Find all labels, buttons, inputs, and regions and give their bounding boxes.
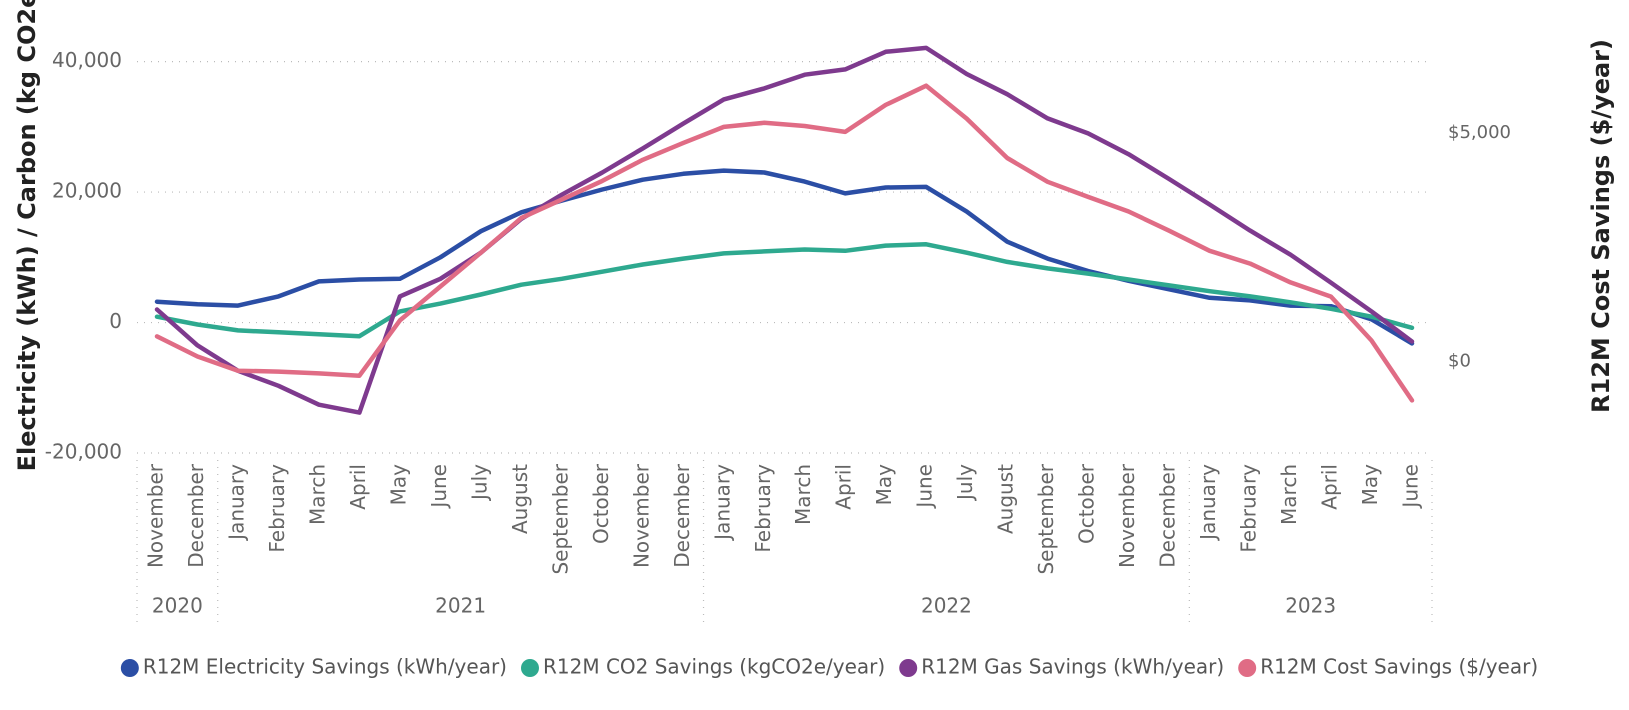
series-line (154, 168, 1415, 346)
x-tick-label: April (1318, 464, 1342, 510)
x-tick-label: June (1399, 464, 1423, 510)
x-tick-label: March (1277, 464, 1301, 525)
x-tick-label: January (710, 464, 734, 542)
y-tick-label: 40,000 (52, 48, 122, 72)
legend-label: R12M Cost Savings ($/year) (1260, 655, 1538, 679)
y2-tick-label: $0 (1448, 351, 1471, 372)
x-tick-label: November (629, 463, 653, 568)
x-tick-label: July (467, 464, 491, 502)
x-tick-label: March (791, 464, 815, 525)
x-tick-label: November (144, 463, 168, 568)
y2-axis-title: R12M Cost Savings ($/year) (1587, 39, 1615, 413)
legend-marker (1238, 659, 1257, 677)
x-tick-label: September (548, 463, 572, 574)
y-tick-label: 20,000 (52, 179, 122, 203)
x-tick-label: April (832, 464, 856, 510)
legend-label: R12M Gas Savings (kWh/year) (921, 655, 1224, 679)
legend-marker (120, 659, 139, 677)
x-tick-label: October (1075, 463, 1099, 544)
x-tick-label: January (224, 464, 248, 542)
legend-label: R12M CO2 Savings (kgCO2e/year) (543, 655, 885, 679)
x-tick-label: May (386, 464, 410, 506)
y-axis-title: Electricity (kWh) / Carbon (kg CO2e) (13, 0, 41, 471)
x-tick-label: May (1358, 464, 1382, 506)
y2-tick-label: $5,000 (1448, 122, 1511, 143)
legend-label: R12M Electricity Savings (kWh/year) (143, 655, 507, 679)
x-tick-label: December (184, 463, 208, 567)
x-tick-label: February (1237, 464, 1261, 553)
x-tick-label: August (508, 464, 532, 534)
group-label: 2021 (435, 594, 486, 618)
x-tick-label: February (751, 464, 775, 553)
x-tick-label: December (670, 463, 694, 567)
series-line (154, 83, 1415, 403)
x-tick-label: September (1034, 463, 1058, 574)
series-line (154, 242, 1415, 339)
x-tick-label: March (305, 464, 329, 525)
y-tick-label: -20,000 (45, 440, 122, 464)
x-tick-label: December (1156, 463, 1180, 567)
group-label: 2023 (1285, 594, 1336, 618)
x-tick-label: August (994, 464, 1018, 534)
legend-marker (520, 659, 539, 677)
x-tick-label: February (265, 464, 289, 553)
x-tick-label: November (1115, 463, 1139, 568)
x-tick-label: June (427, 464, 451, 510)
y-tick-label: 0 (109, 309, 122, 333)
series-line (154, 45, 1415, 415)
legend-marker (899, 659, 918, 677)
group-label: 2022 (921, 594, 972, 618)
x-tick-label: April (346, 464, 370, 510)
x-tick-label: October (589, 463, 613, 544)
x-tick-label: January (1196, 464, 1220, 542)
x-tick-label: July (953, 464, 977, 502)
x-tick-label: June (913, 464, 937, 510)
x-tick-label: May (872, 464, 896, 506)
group-label: 2020 (152, 594, 203, 618)
